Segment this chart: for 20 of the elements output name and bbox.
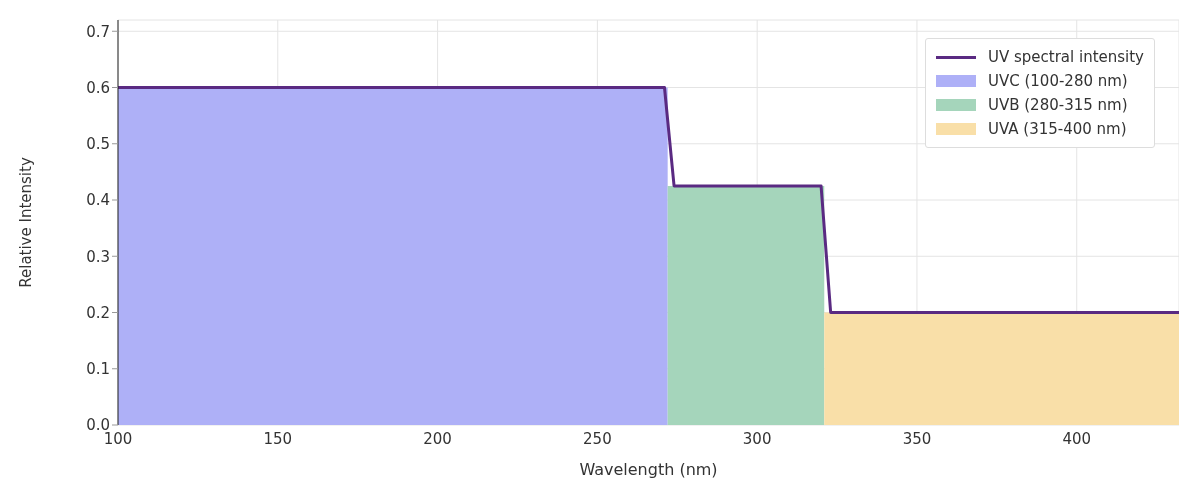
y-tick-label: 0.1 [86,360,110,379]
y-axis-title: Relative Intensity [17,157,36,288]
x-tick-label: 100 [103,429,133,448]
x-tick-label: 400 [1062,429,1092,448]
x-tick-label: 350 [902,429,932,448]
x-tick-label: 150 [263,429,293,448]
legend-label: UV spectral intensity [987,47,1144,68]
x-tick-label: 300 [742,429,772,448]
y-tick-label: 0.7 [86,22,110,41]
y-tick-label: 0.3 [86,247,110,266]
legend-label: UVB (280-315 nm) [987,95,1128,116]
x-axis-title: Wavelength (nm) [579,460,718,479]
x-tick-label: 250 [583,429,612,448]
y-tick-label: 0.2 [86,303,110,322]
legend-label: UVA (315-400 nm) [987,119,1127,140]
y-tick-label: 0.4 [86,191,110,210]
y-tick-label: 0.6 [86,78,110,97]
x-tick-label: 200 [423,429,452,448]
legend-label: UVC (100-280 nm) [987,71,1128,92]
y-tick-label: 0.5 [86,135,110,154]
